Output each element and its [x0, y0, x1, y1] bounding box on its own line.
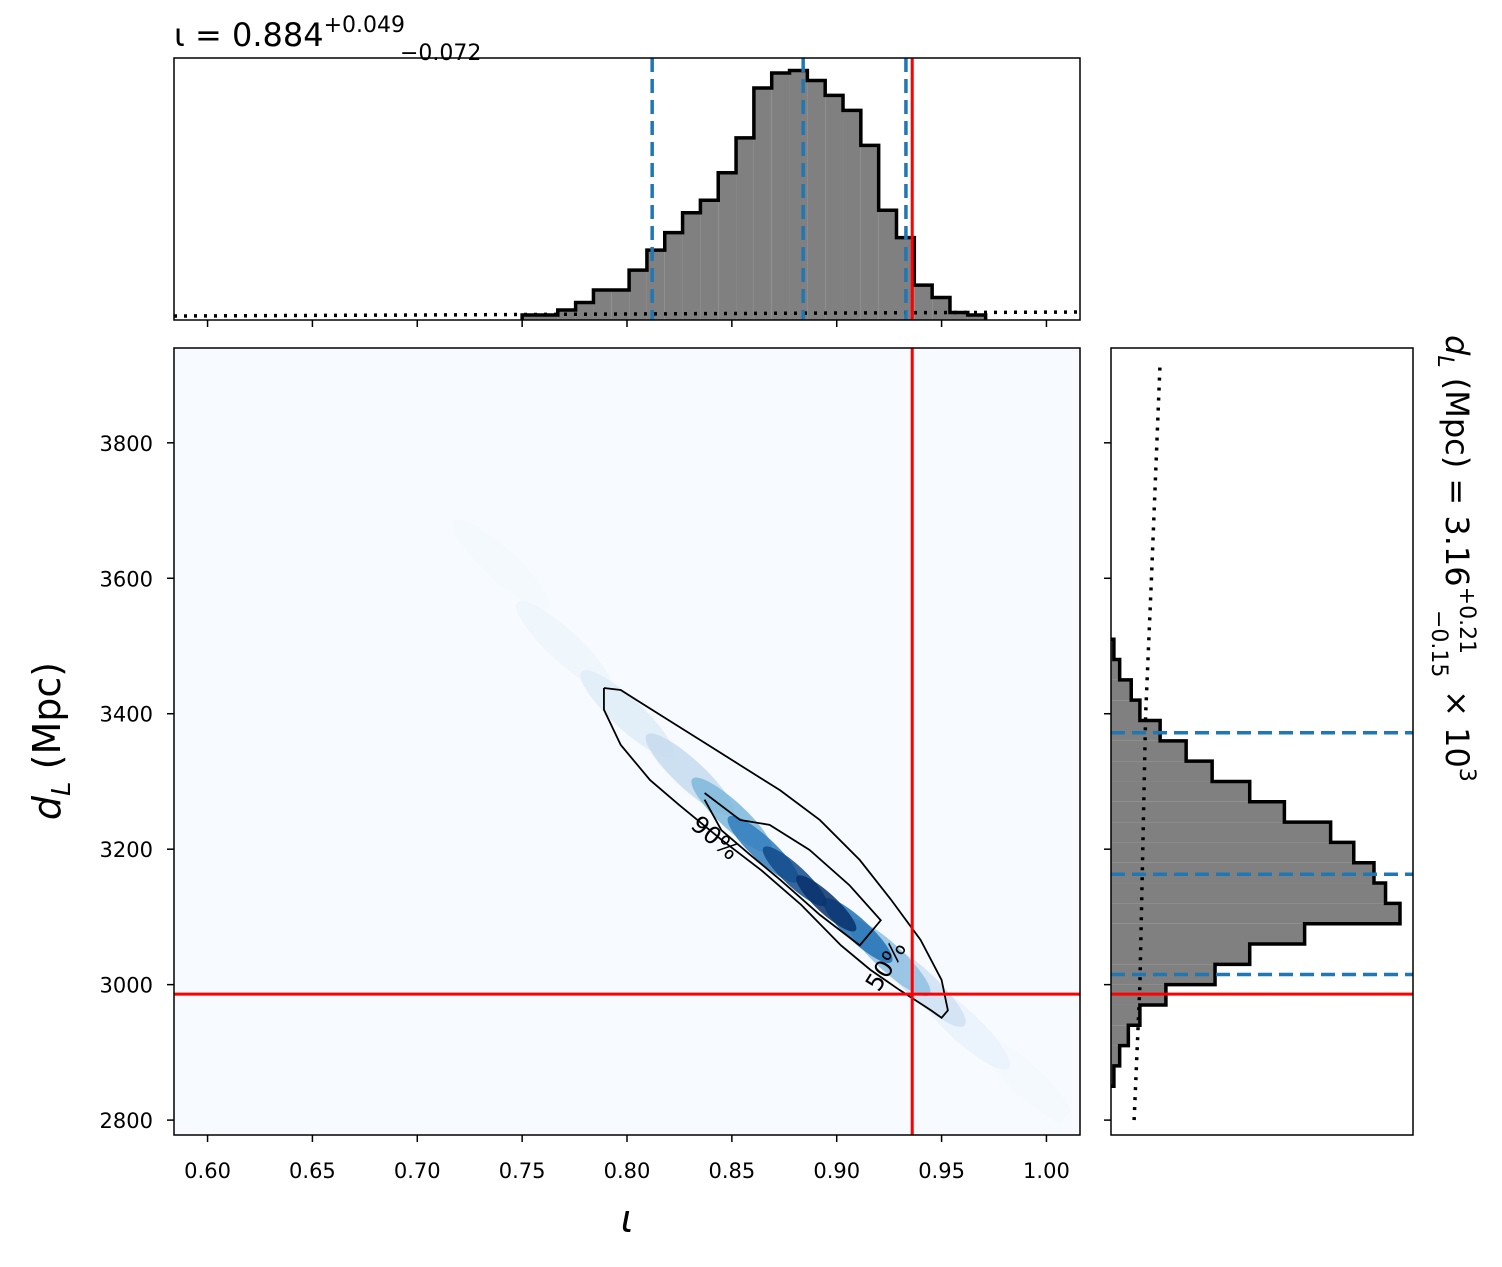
- hist-outline: [520, 68, 988, 320]
- hist-bar: [682, 212, 701, 320]
- density-cell: [516, 601, 613, 691]
- y-axis-label: dL (Mpc): [25, 662, 77, 820]
- hist-bar: [1111, 1004, 1140, 1026]
- x-tick-label: 0.80: [604, 1159, 651, 1183]
- x-tick-label: 0.65: [289, 1159, 336, 1183]
- y-tick-label: 2800: [100, 1109, 153, 1133]
- title-exp: 3: [1454, 768, 1479, 782]
- dl-title: dL (Mpc) = 3.16+0.21−0.15 × 103: [1426, 335, 1479, 782]
- hist-bar: [629, 270, 647, 320]
- x-tick-label: 1.00: [1023, 1159, 1070, 1183]
- y-tick-label: 3800: [100, 432, 153, 456]
- hist-bar: [700, 200, 719, 320]
- hist-bar: [1111, 700, 1140, 721]
- hist-bar: [949, 312, 968, 320]
- hist-bar: [1111, 944, 1250, 965]
- x-tick-label: 0.90: [813, 1159, 860, 1183]
- hist-bar: [914, 285, 933, 320]
- hist-bar: [539, 315, 558, 320]
- hist-outline: [1111, 637, 1402, 1088]
- y-tick-label: 3600: [100, 567, 153, 591]
- hist-bar: [1111, 740, 1187, 762]
- x-tick-label: 0.70: [394, 1159, 441, 1183]
- hist-bar: [1111, 659, 1120, 680]
- hist-bar: [664, 232, 683, 320]
- hist-bar: [807, 80, 826, 320]
- y-tick-label: 3000: [100, 974, 153, 998]
- hist-bar: [771, 72, 790, 320]
- title-main: ι = 0.884: [174, 16, 324, 54]
- x-tick-label: 0.60: [184, 1159, 231, 1183]
- hist-bar: [718, 172, 737, 320]
- hist-bar: [967, 315, 986, 320]
- hist-bar: [1111, 761, 1213, 782]
- y-tick-label: 3400: [100, 703, 153, 727]
- hist-bar: [860, 145, 879, 320]
- contour: [603, 687, 949, 1020]
- hist-bar: [1111, 903, 1400, 924]
- title-plus: +0.049: [324, 13, 405, 38]
- hist-bar: [932, 297, 950, 320]
- hist-bar: [1111, 842, 1354, 863]
- hist-bar: [1111, 923, 1305, 945]
- hist-bar: [575, 302, 594, 320]
- density-cell: [452, 519, 550, 611]
- hist-bar: [825, 95, 844, 320]
- hist-bar: [1111, 720, 1161, 741]
- hist-bar: [1111, 781, 1250, 802]
- prior-line: [1132, 361, 1162, 1121]
- hist-bar: [1111, 679, 1132, 701]
- title-minus: −0.072: [400, 41, 481, 66]
- title-d: d: [1438, 335, 1476, 356]
- hist-bar: [1111, 822, 1331, 843]
- label-d: d: [25, 795, 69, 820]
- title-sub: L: [1432, 355, 1457, 367]
- right-frame: [1110, 347, 1414, 1136]
- hist-bar: [1111, 1045, 1120, 1066]
- plot-layer: 90%50%0.60 0.65 0.70 0.75 0.80 0.85 0.90 0.95 1.…: [100, 57, 1414, 1183]
- title-times: × 10: [1438, 680, 1476, 768]
- hist-bar: [646, 250, 665, 320]
- contour: [703, 792, 882, 947]
- hist-bar: [1111, 1025, 1129, 1046]
- hist-bar: [843, 110, 861, 321]
- x-tick-label: 0.95: [918, 1159, 965, 1183]
- title-main: (Mpc) = 3.16: [1438, 368, 1476, 587]
- label-sub: L: [47, 781, 77, 796]
- hist-bar: [736, 137, 754, 320]
- y-tick-label: 3200: [100, 838, 153, 862]
- title-plus: +0.21: [1454, 587, 1479, 654]
- hist-bar: [878, 210, 897, 320]
- x-tick-label: 0.75: [499, 1159, 546, 1183]
- hist-bar: [522, 315, 540, 320]
- label-rest: (Mpc): [25, 662, 69, 782]
- title-minus: −0.15: [1426, 610, 1451, 677]
- top-frame: [173, 57, 1081, 321]
- iota-title: ι = 0.884+0.049 −0.072: [174, 13, 481, 66]
- density-cell: [796, 875, 857, 932]
- x-tick-label: 0.85: [708, 1159, 755, 1183]
- prior-line: [173, 310, 1081, 318]
- hist-bar: [753, 87, 772, 320]
- x-axis-label: ι: [621, 1197, 634, 1241]
- hist-bar: [1111, 883, 1386, 904]
- hist-bar: [1111, 801, 1285, 823]
